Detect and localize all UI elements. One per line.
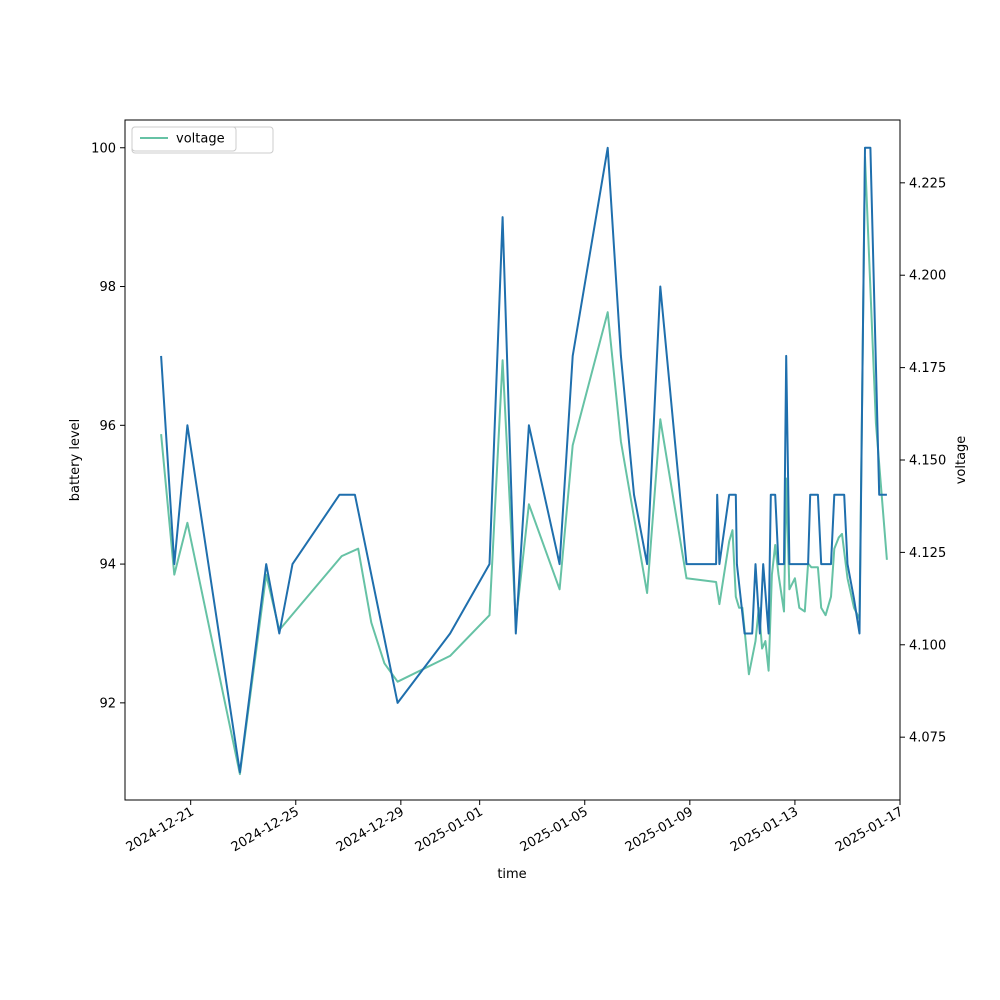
left-y-axis-label: battery level: [68, 419, 83, 502]
y-right-tick-label: 4.100: [909, 638, 946, 653]
y-right-tick-label: 4.075: [909, 731, 946, 746]
right-y-axis-ticks: 4.075 4.100 4.125 4.150 4.175 4.200 4.225: [900, 176, 946, 746]
y-right-tick-label: 4.200: [909, 269, 946, 284]
y-right-tick-label: 4.175: [909, 361, 946, 376]
series-line-level: [160, 146, 887, 774]
y-left-tick-label: 100: [91, 141, 116, 156]
left-y-axis-ticks: 92 94 96 98 100: [91, 141, 125, 711]
y-left-tick-label: 92: [99, 696, 116, 711]
y-right-tick-label: 4.150: [909, 454, 946, 469]
y-left-tick-label: 94: [99, 558, 116, 573]
series-line-voltage: [160, 156, 888, 776]
y-left-tick-label: 96: [99, 419, 116, 434]
legend-label-voltage: voltage: [176, 132, 225, 147]
y-right-tick-label: 4.225: [909, 176, 946, 191]
series-layer: [160, 146, 888, 776]
y-right-tick-label: 4.125: [909, 546, 946, 561]
y-left-tick-label: 98: [99, 280, 116, 295]
x-axis-label: time: [497, 867, 526, 882]
legend-box-voltage: [131, 126, 237, 152]
right-y-axis-label: voltage: [954, 436, 969, 485]
